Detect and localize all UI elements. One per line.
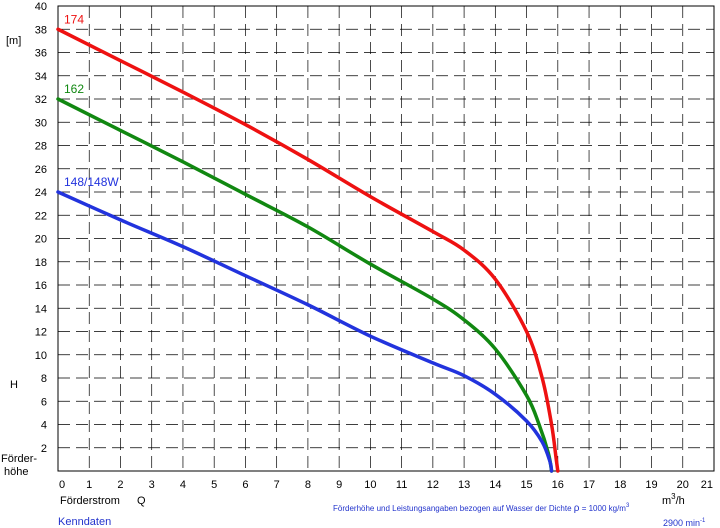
y-tick-label: 6 bbox=[41, 396, 47, 408]
y-tick-label: 2 bbox=[41, 443, 47, 455]
x-tick-label: 14 bbox=[489, 479, 501, 491]
y-axis-label-line1: Förder- bbox=[1, 453, 37, 465]
y-axis-label-line2: höhe bbox=[4, 466, 28, 478]
y-tick-label: 16 bbox=[35, 280, 47, 292]
y-tick-label: 12 bbox=[35, 327, 47, 339]
x-tick-label: 12 bbox=[427, 479, 439, 491]
y-tick-label: 22 bbox=[35, 210, 47, 222]
series-label-1: 162 bbox=[64, 82, 84, 96]
x-axis-label: Förderstrom bbox=[60, 495, 120, 507]
x-axis-ticks: 0 1 2 3 4 5 6 7 8 9 10 11 12 13 14 15 16 17 18 19 20 21 bbox=[59, 479, 713, 491]
x-axis-symbol: Q bbox=[137, 495, 146, 507]
y-tick-label: 20 bbox=[35, 234, 47, 246]
series-line-1 bbox=[56, 97, 554, 473]
series-label-0: 174 bbox=[64, 12, 84, 26]
y-tick-label: 4 bbox=[41, 420, 47, 432]
speed-label: 2900 min-1 bbox=[663, 518, 706, 528]
y-tick-label: 34 bbox=[35, 71, 47, 83]
chart-title: Kenndaten bbox=[58, 516, 111, 528]
curve-labels: 174 162 148/148W bbox=[64, 12, 119, 189]
y-tick-label: 28 bbox=[35, 141, 47, 153]
y-tick-label: 36 bbox=[35, 48, 47, 60]
x-tick-label: 19 bbox=[645, 479, 657, 491]
x-tick-label: 15 bbox=[520, 479, 532, 491]
y-tick-label: 30 bbox=[35, 117, 47, 129]
x-tick-label: 9 bbox=[336, 479, 342, 491]
grid bbox=[58, 6, 714, 471]
x-tick-label: 18 bbox=[614, 479, 626, 491]
x-tick-label: 4 bbox=[180, 479, 186, 491]
y-tick-label: 26 bbox=[35, 164, 47, 176]
y-tick-label: 14 bbox=[35, 303, 47, 315]
y-axis-symbol: H bbox=[10, 379, 18, 391]
x-tick-label: 8 bbox=[305, 479, 311, 491]
y-tick-label: 8 bbox=[41, 373, 47, 385]
x-tick-label: 0 bbox=[59, 479, 65, 491]
y-unit-label: [m] bbox=[6, 35, 21, 47]
y-tick-label: 24 bbox=[35, 187, 47, 199]
x-tick-label: 7 bbox=[274, 479, 280, 491]
x-tick-label: 20 bbox=[677, 479, 689, 491]
y-tick-label: 18 bbox=[35, 257, 47, 269]
y-tick-label: 10 bbox=[35, 350, 47, 362]
density-note: Förderhöhe und Leistungsangaben bezogen … bbox=[333, 503, 630, 514]
curves bbox=[56, 27, 560, 473]
x-tick-label: 17 bbox=[583, 479, 595, 491]
x-tick-label: 13 bbox=[458, 479, 470, 491]
y-tick-label: 32 bbox=[35, 94, 47, 106]
series-line-2 bbox=[56, 190, 554, 473]
x-tick-label: 16 bbox=[552, 479, 564, 491]
series-label-2: 148/148W bbox=[64, 175, 119, 189]
x-tick-label: 5 bbox=[211, 479, 217, 491]
x-tick-label: 1 bbox=[86, 479, 92, 491]
y-tick-label: 40 bbox=[35, 1, 47, 13]
series-line-0 bbox=[56, 27, 560, 473]
x-axis-unit: m3/h bbox=[662, 492, 685, 507]
x-tick-label: 6 bbox=[242, 479, 248, 491]
x-tick-label: 11 bbox=[396, 479, 407, 491]
y-tick-label: 38 bbox=[35, 24, 47, 36]
x-tick-label: 3 bbox=[149, 479, 155, 491]
x-tick-label: 2 bbox=[117, 479, 123, 491]
x-tick-label: 10 bbox=[364, 479, 376, 491]
x-tick-label: 21 bbox=[701, 479, 713, 491]
